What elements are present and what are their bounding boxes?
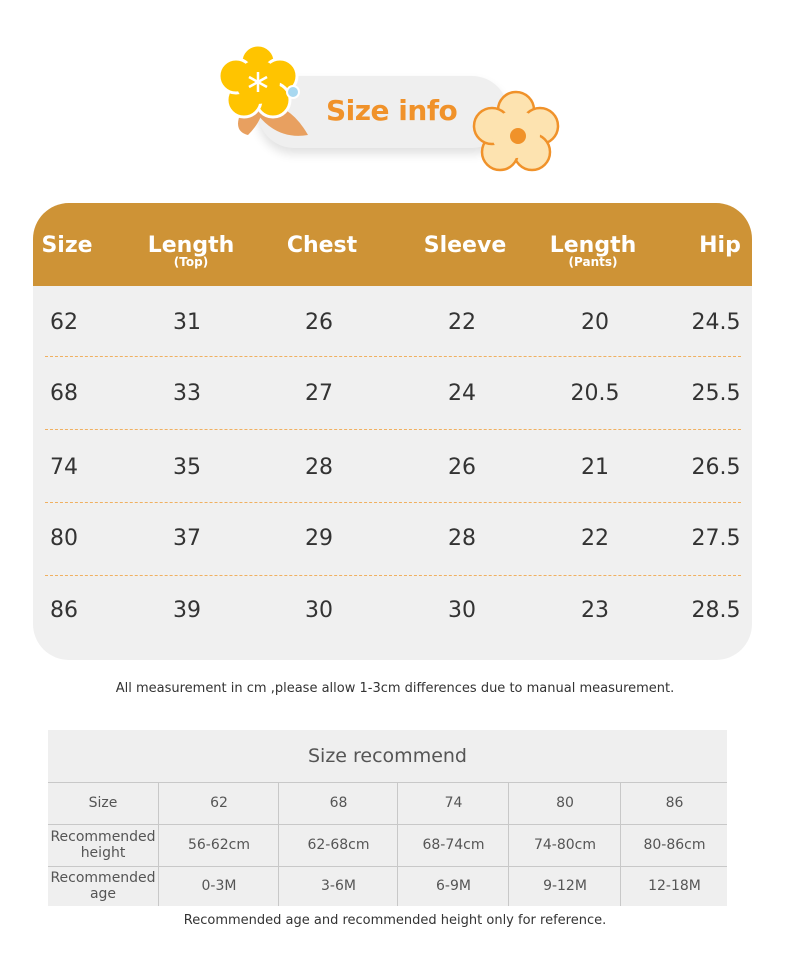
size-cell: 26: [305, 310, 333, 335]
size-row: 86 39 30 30 23 28.5: [33, 598, 752, 628]
size-table: Size Length (Top) Chest Sleeve Length (Pan…: [33, 203, 752, 660]
size-cell: 68: [50, 381, 78, 406]
header-sleeve: Sleeve: [423, 233, 507, 258]
size-cell: 22: [448, 310, 476, 335]
recommend-cell: 6-9M: [397, 866, 509, 906]
header-length-top: Length (Top): [147, 233, 235, 269]
size-row: 68 33 27 24 20.5 25.5: [33, 381, 752, 411]
size-cell: 62: [50, 310, 78, 335]
recommend-cell: 3-6M: [278, 866, 398, 906]
size-cell: 30: [305, 598, 333, 623]
dashed-divider: [45, 356, 741, 357]
recommend-cell: 68: [278, 782, 398, 824]
recommend-row-label: Size: [88, 795, 118, 811]
dashed-divider: [45, 575, 741, 576]
recommend-row: Size 62 68 74 80 86: [48, 782, 727, 825]
size-table-header: Size Length (Top) Chest Sleeve Length (Pan…: [33, 203, 752, 286]
recommend-cell: 80: [508, 782, 621, 824]
peach-flower-icon: [472, 90, 560, 172]
size-cell: 24.5: [691, 310, 741, 335]
size-row: 62 31 26 22 20 24.5: [33, 310, 752, 340]
size-cell: 20.5: [570, 381, 620, 406]
size-cell: 29: [305, 526, 333, 551]
size-cell: 28: [448, 526, 476, 551]
size-cell: 37: [173, 526, 201, 551]
size-cell: 24: [448, 381, 476, 406]
recommend-cell: 74: [397, 782, 509, 824]
size-cell: 28: [305, 455, 333, 480]
size-cell: 26.5: [691, 455, 741, 480]
recommend-cell: 80-86cm: [620, 824, 728, 866]
reference-note: Recommended age and recommended height o…: [183, 913, 607, 928]
recommend-cell: 9-12M: [508, 866, 621, 906]
size-cell: 21: [581, 455, 609, 480]
yellow-flower-icon: [218, 43, 308, 136]
size-cell: 35: [173, 455, 201, 480]
size-cell: 31: [173, 310, 201, 335]
size-cell: 74: [50, 455, 78, 480]
size-cell: 27.5: [691, 526, 741, 551]
recommend-cell: 12-18M: [620, 866, 728, 906]
size-cell: 20: [581, 310, 609, 335]
size-cell: 26: [448, 455, 476, 480]
dashed-divider: [45, 502, 741, 503]
size-cell: 25.5: [691, 381, 741, 406]
recommend-cell: 56-62cm: [158, 824, 279, 866]
header-size: Size: [41, 233, 93, 258]
recommend-cell: 62-68cm: [278, 824, 398, 866]
measurement-note: All measurement in cm ,please allow 1-3c…: [115, 681, 675, 696]
size-recommend-table: Size recommend Size 62 68 74 80 86 Recommended…: [48, 730, 727, 906]
header-hip: Hip: [699, 233, 741, 258]
recommend-cell: 86: [620, 782, 728, 824]
size-row: 80 37 29 28 22 27.5: [33, 526, 752, 556]
recommend-cell: 0-3M: [158, 866, 279, 906]
size-cell: 86: [50, 598, 78, 623]
size-cell: 39: [173, 598, 201, 623]
size-cell: 30: [448, 598, 476, 623]
size-cell: 80: [50, 526, 78, 551]
title-banner: [258, 76, 508, 148]
recommend-cell: 68-74cm: [397, 824, 509, 866]
recommend-cell: 74-80cm: [508, 824, 621, 866]
size-recommend-title: Size recommend: [48, 730, 727, 783]
size-cell: 23: [581, 598, 609, 623]
recommend-row-label: Recommended age: [50, 870, 156, 902]
size-row: 74 35 28 26 21 26.5: [33, 455, 752, 485]
size-cell: 28.5: [691, 598, 741, 623]
size-cell: 33: [173, 381, 201, 406]
size-cell: 27: [305, 381, 333, 406]
header-chest: Chest: [286, 233, 358, 258]
banner-title: Size info: [326, 94, 458, 127]
dashed-divider: [45, 429, 741, 430]
recommend-row: Recommended height 56-62cm 62-68cm 68-74cm 7…: [48, 824, 727, 867]
size-cell: 22: [581, 526, 609, 551]
recommend-row-label: Recommended height: [50, 829, 156, 861]
header-length-pants: Length (Pants): [549, 233, 637, 269]
recommend-cell: 62: [158, 782, 279, 824]
recommend-row: Recommended age 0-3M 3-6M 6-9M 9-12M 12-18M: [48, 866, 727, 906]
